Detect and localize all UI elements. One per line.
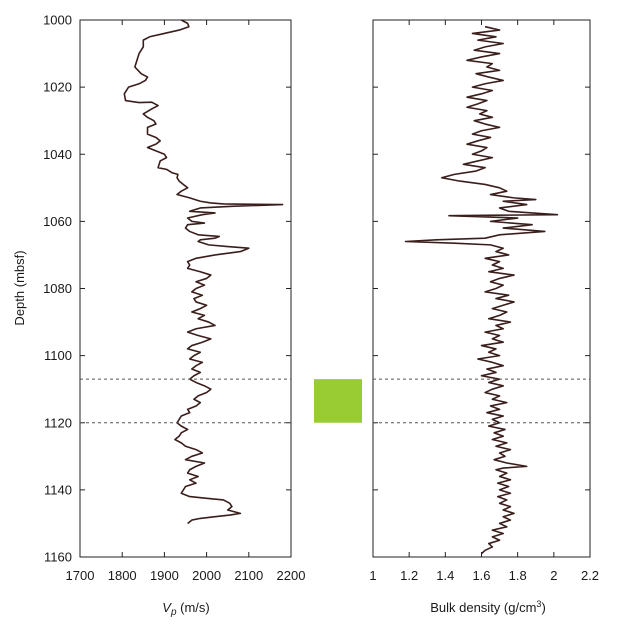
- bulk-density-axis-title-suffix: ): [541, 600, 545, 615]
- vp-xtick-label: 1900: [150, 568, 179, 583]
- bulk-density-axis-title-prefix: Bulk density (g/cm: [430, 600, 536, 615]
- depth-axis-title: Depth (mbsf): [12, 250, 27, 325]
- depth-tick-label: 1160: [44, 550, 72, 565]
- depth-tick-label: 1060: [43, 214, 72, 229]
- density-xtick-label: 1.8: [509, 568, 527, 583]
- interval-marker-box: [314, 379, 362, 423]
- density-xtick-label: 1.2: [400, 568, 418, 583]
- depth-tick-label: 1100: [44, 348, 72, 363]
- vp-xtick-label: 1800: [108, 568, 137, 583]
- vp-axis-title-subscript: p: [170, 607, 177, 618]
- vp-series-line: [123, 19, 284, 525]
- density-xtick-label: 2: [550, 568, 557, 583]
- vp-xtick-label: 2200: [277, 568, 306, 583]
- depth-tick-label: 1140: [44, 482, 72, 497]
- density-xtick-label: 2.2: [581, 568, 599, 583]
- density-series-line: [404, 25, 559, 555]
- bulk-density-axis-title-superscript: 3: [536, 599, 541, 609]
- bulk-density-panel: 1 1.2 1.4 1.6 1.8 2 2.2: [369, 19, 599, 583]
- interval-markers: [80, 378, 590, 424]
- density-xtick-label: 1.6: [472, 568, 490, 583]
- vp-xtick-label: 1700: [66, 568, 95, 583]
- density-xtick-label: 1: [369, 568, 376, 583]
- vp-plot-frame: [79, 19, 292, 558]
- vp-axis-title-symbol: V: [162, 600, 172, 615]
- vp-xtick-label: 2000: [192, 568, 221, 583]
- bulk-density-axis-title: Bulk density (g/cm3): [430, 599, 546, 615]
- density-xtick-label: 1.4: [436, 568, 454, 583]
- depth-tick-label: 1120: [44, 415, 72, 430]
- depth-tick-label: 1020: [43, 80, 72, 95]
- density-plot-frame: [372, 19, 591, 558]
- depth-tick-label: 1040: [43, 147, 72, 162]
- vp-axis-title: Vp (m/s): [162, 600, 209, 618]
- vp-xtick-label: 2100: [234, 568, 263, 583]
- vp-panel: 1000 1020 1040 1060 1080 1100 1120 1140 1160 1700…: [43, 13, 305, 584]
- depth-tick-label: 1080: [43, 281, 72, 296]
- depth-tick-label: 1000: [43, 13, 72, 28]
- vp-axis-title-unit: (m/s): [177, 600, 210, 615]
